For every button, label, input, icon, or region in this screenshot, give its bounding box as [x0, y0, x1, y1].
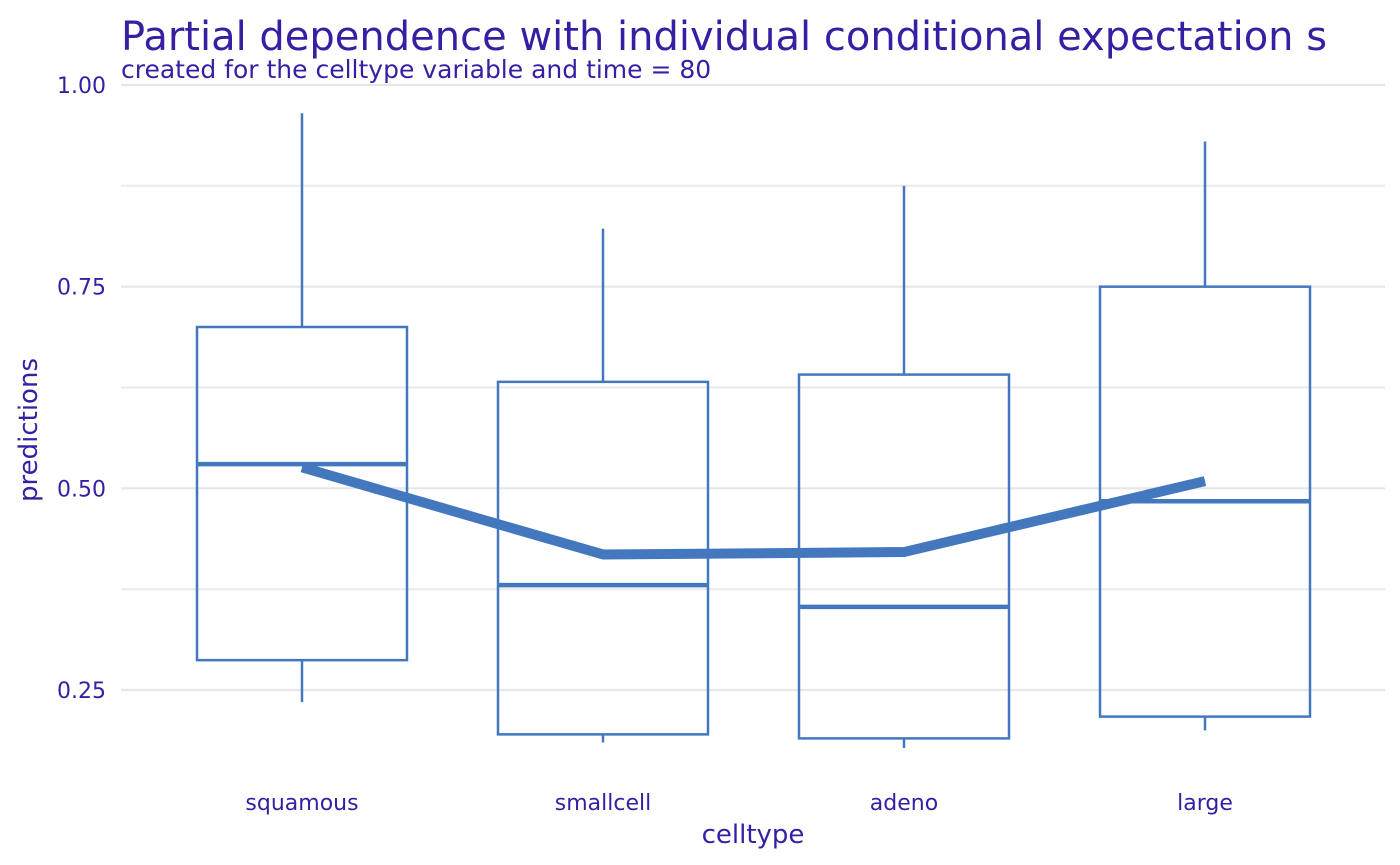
x-tick-label: squamous [245, 791, 358, 816]
y-tick-label: 0.75 [57, 276, 106, 301]
y-tick-label: 0.50 [57, 477, 106, 502]
boxplots [195, 113, 1312, 749]
y-tick-label: 0.25 [57, 679, 106, 704]
boxplot-large [1098, 141, 1312, 731]
x-axis-label: celltype [702, 820, 805, 850]
partial-dependence [300, 462, 1207, 560]
y-axis-label: predictions [14, 358, 44, 502]
grid [121, 83, 1385, 692]
x-tick-label: large [1177, 791, 1233, 816]
chart-subtitle: created for the celltype variable and ti… [121, 55, 711, 84]
partial-dependence-line [300, 462, 1207, 560]
x-tick-label: smallcell [555, 791, 651, 816]
y-tick-label: 1.00 [57, 74, 106, 99]
boxplot-smallcell [496, 228, 710, 743]
boxplot-adeno [797, 185, 1011, 749]
boxplot-squamous [195, 113, 409, 703]
x-tick-label: adeno [870, 791, 938, 816]
chart-title: Partial dependence with individual condi… [121, 14, 1327, 60]
y-axis-ticks: 0.25 0.50 0.75 1.00 [57, 74, 106, 704]
x-axis-ticks: squamous smallcell adeno large [245, 791, 1232, 816]
